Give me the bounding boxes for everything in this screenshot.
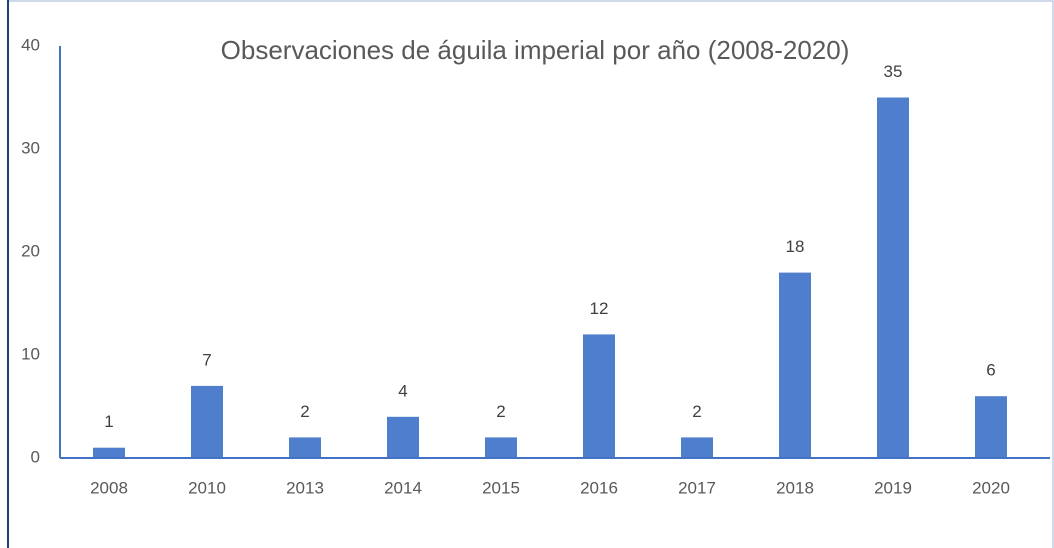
x-tick-label: 2014 — [384, 478, 422, 497]
y-tick-label: 20 — [21, 241, 40, 260]
data-label: 4 — [398, 381, 407, 400]
bar — [681, 437, 713, 458]
bar — [877, 97, 909, 458]
data-label: 7 — [202, 350, 211, 369]
x-tick-label: 2015 — [482, 478, 520, 497]
bar — [485, 437, 517, 458]
data-label: 12 — [590, 299, 609, 318]
x-tick-label: 2019 — [874, 478, 912, 497]
bar — [289, 437, 321, 458]
y-tick-label: 0 — [31, 447, 40, 466]
data-label: 2 — [300, 402, 309, 421]
data-label: 1 — [104, 412, 113, 431]
bar — [93, 447, 125, 458]
x-tick-label: 2013 — [286, 478, 324, 497]
x-tick-label: 2020 — [972, 478, 1010, 497]
y-tick-label: 40 — [21, 35, 40, 54]
bar — [583, 334, 615, 458]
bar — [779, 272, 811, 458]
y-tick-label: 30 — [21, 138, 40, 157]
data-label: 18 — [786, 237, 805, 256]
bar — [975, 396, 1007, 458]
chart-title: Observaciones de águila imperial por año… — [221, 35, 850, 65]
x-tick-label: 2016 — [580, 478, 618, 497]
x-tick-label: 2017 — [678, 478, 716, 497]
y-tick-label: 10 — [21, 344, 40, 363]
x-tick-label: 2018 — [776, 478, 814, 497]
data-label: 35 — [884, 62, 903, 81]
bar — [387, 416, 419, 458]
data-label: 6 — [986, 361, 995, 380]
bar — [191, 385, 223, 458]
data-label: 2 — [496, 402, 505, 421]
data-label: 2 — [692, 402, 701, 421]
x-tick-label: 2010 — [188, 478, 226, 497]
x-tick-label: 2008 — [90, 478, 128, 497]
